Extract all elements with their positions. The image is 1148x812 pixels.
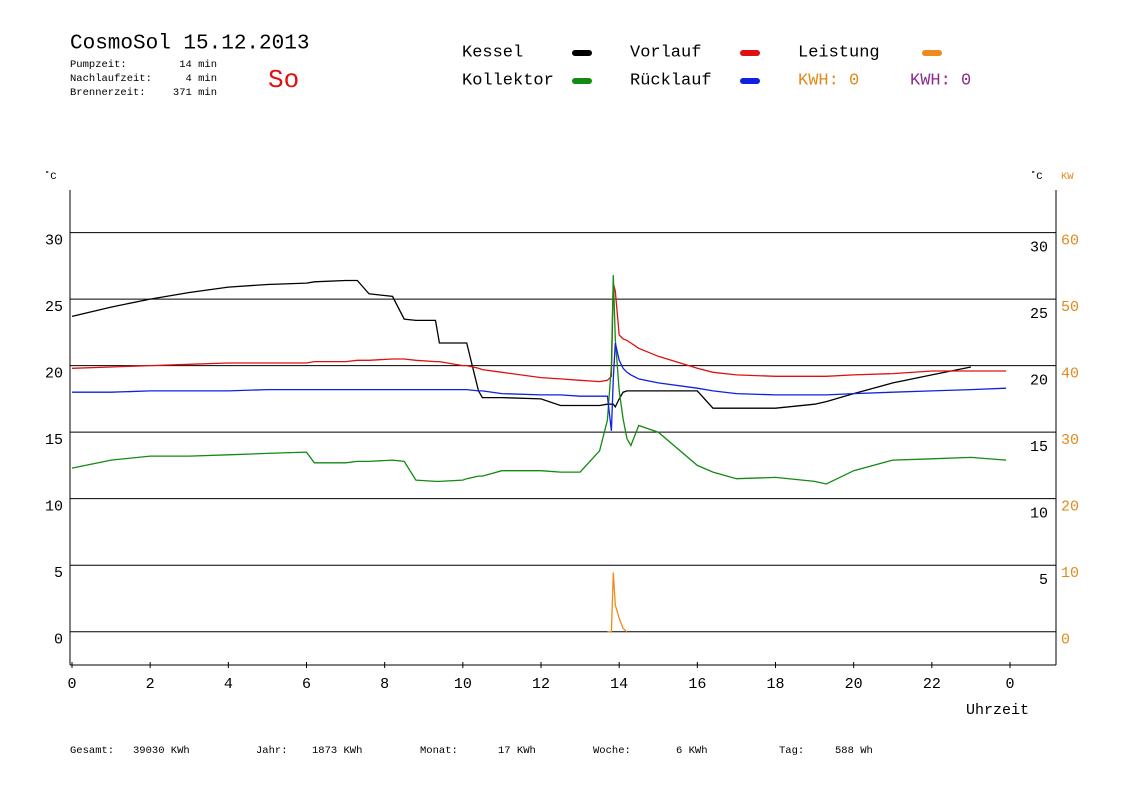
stat-label: Gesamt:	[70, 745, 114, 757]
y-tick-label: 20	[45, 366, 63, 383]
y2-tick-label: 50	[1061, 299, 1079, 316]
x-tick-label: 22	[923, 676, 941, 693]
y2-axis-celsius-label: ˚C	[1030, 170, 1043, 183]
stat-value: 17 KWh	[498, 745, 536, 757]
y2-tick-label: 20	[1061, 499, 1079, 516]
y-axis-label: ˚C	[44, 170, 57, 183]
stat-label: Tag:	[779, 745, 804, 757]
chart-title: CosmoSol 15.12.2013	[70, 33, 309, 56]
y2-tick-label: 40	[1061, 366, 1079, 383]
x-tick-label: 8	[380, 676, 389, 693]
y2-tick-label: 10	[1061, 565, 1079, 582]
stat-label: Monat:	[420, 745, 458, 757]
info-label: Nachlaufzeit:	[70, 73, 152, 85]
series-line	[607, 572, 628, 633]
y-tick-label: 5	[54, 565, 63, 582]
info-value: 371 min	[173, 87, 217, 99]
y-tick-label: 25	[45, 299, 63, 316]
y2-tick-label: 30	[1061, 432, 1079, 449]
stat-value: 588 Wh	[835, 745, 873, 757]
series-line	[71, 279, 972, 409]
y-tick-label: 15	[45, 432, 63, 449]
series-line	[72, 342, 1007, 431]
y-right-tick-label: 10	[1030, 506, 1048, 523]
legend-label: Kessel	[462, 43, 523, 62]
x-tick-label: 0	[67, 676, 76, 693]
x-tick-label: 12	[532, 676, 550, 693]
y-right-tick-label: 25	[1030, 306, 1048, 323]
info-label: Pumpzeit:	[70, 59, 127, 71]
kwh-label: KWH: 0	[910, 71, 971, 90]
kwh-label: KWH: 0	[798, 71, 859, 90]
legend-label: Rücklauf	[630, 71, 712, 90]
x-tick-label: 6	[302, 676, 311, 693]
legend-label: Vorlauf	[630, 43, 701, 62]
stat-value: 6 KWh	[676, 745, 708, 757]
series-line	[71, 282, 1007, 383]
x-axis-label: Uhrzeit	[966, 702, 1029, 719]
y-tick-label: 0	[54, 632, 63, 649]
y-tick-label: 30	[45, 233, 63, 250]
series-line	[71, 275, 1007, 485]
y2-axis-label: KW	[1061, 171, 1074, 183]
y2-tick-label: 0	[1061, 632, 1070, 649]
info-label: Brennerzeit:	[70, 87, 146, 99]
x-tick-label: 18	[766, 676, 784, 693]
y-right-tick-label: 20	[1030, 373, 1048, 390]
stat-label: Jahr:	[256, 745, 288, 757]
x-tick-label: 0	[1005, 676, 1014, 693]
x-tick-label: 20	[845, 676, 863, 693]
info-value: 14 min	[179, 59, 217, 71]
stat-value: 1873 KWh	[312, 745, 362, 757]
x-tick-label: 10	[454, 676, 472, 693]
x-tick-label: 4	[224, 676, 233, 693]
x-tick-label: 14	[610, 676, 628, 693]
y-right-tick-label: 15	[1030, 439, 1048, 456]
y-right-tick-label: 5	[1039, 572, 1048, 589]
stat-label: Woche:	[593, 745, 631, 757]
y-tick-label: 10	[45, 499, 63, 516]
info-value: 4 min	[185, 73, 217, 85]
y-right-tick-label: 30	[1030, 240, 1048, 257]
legend-label: Leistung	[798, 43, 880, 62]
x-tick-label: 16	[688, 676, 706, 693]
x-tick-label: 2	[146, 676, 155, 693]
y2-tick-label: 60	[1061, 233, 1079, 250]
day-label: So	[268, 65, 299, 95]
legend-label: Kollektor	[462, 71, 554, 90]
stat-value: 39030 KWh	[133, 745, 190, 757]
